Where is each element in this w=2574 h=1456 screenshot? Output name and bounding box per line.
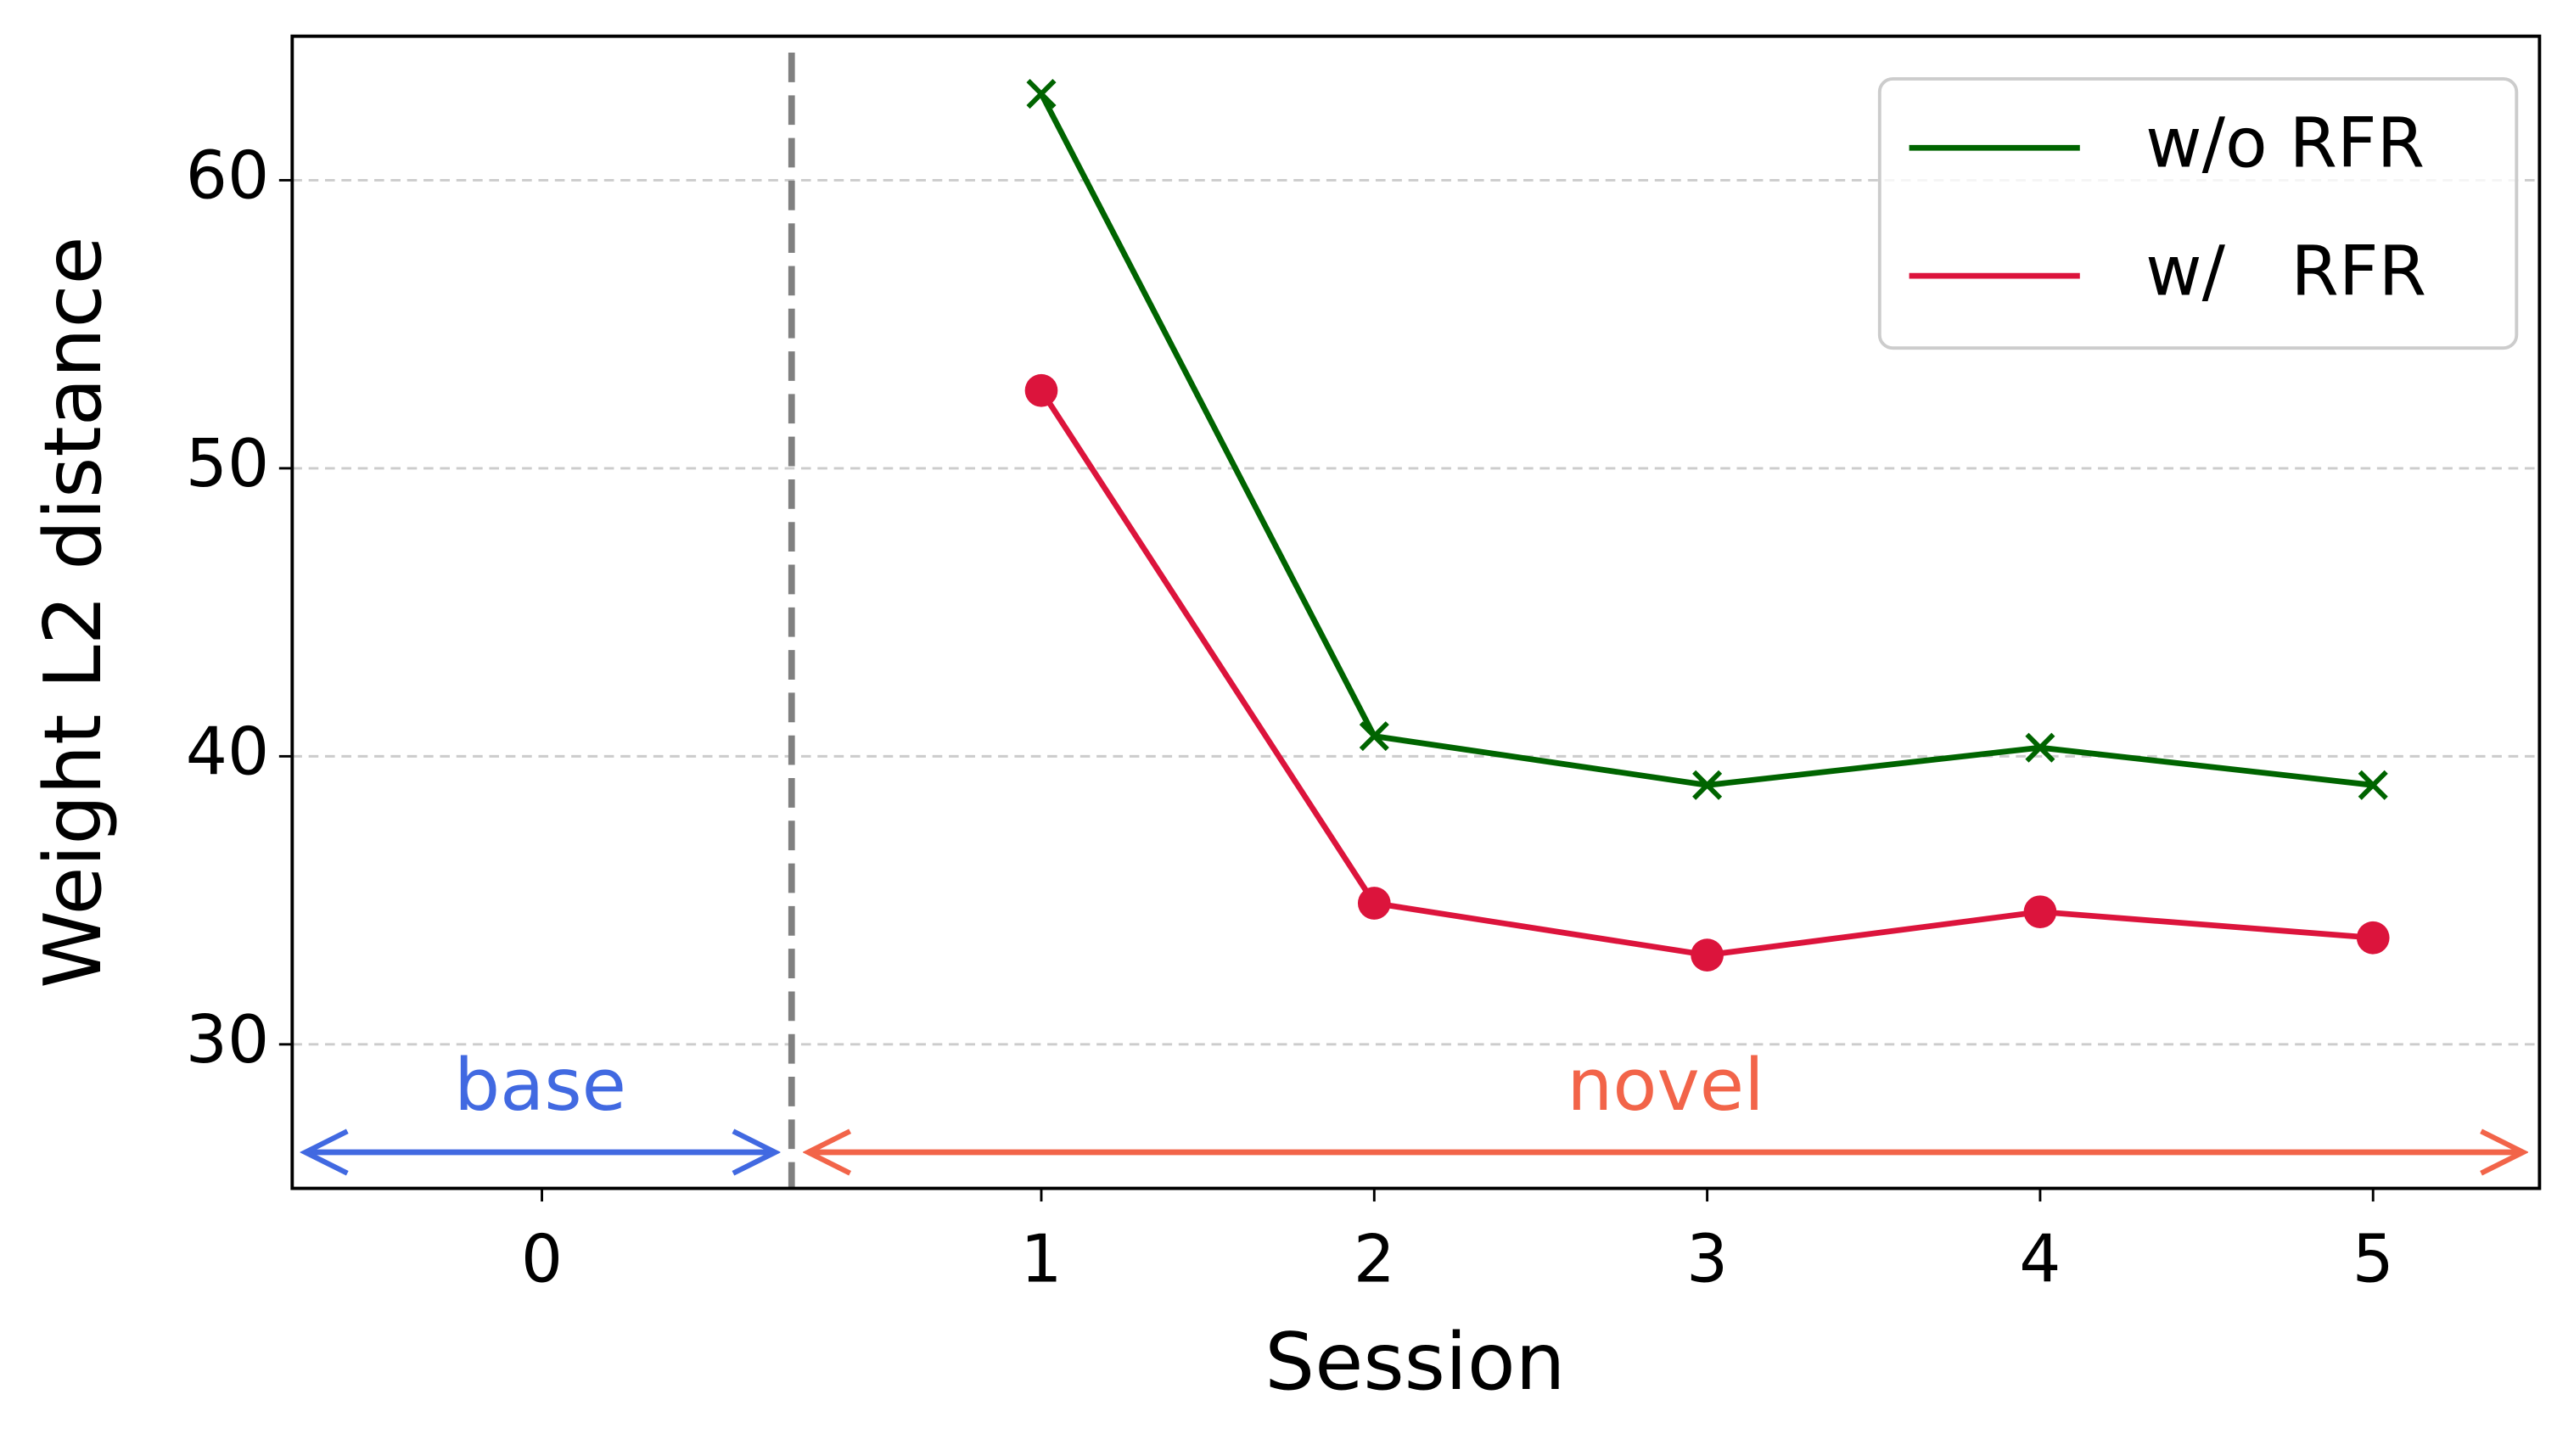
point [1691,938,1724,972]
point [1359,721,1389,752]
point [1357,887,1391,920]
y-tick-label: 50 [186,426,269,502]
y-tick-label: 30 [186,1002,269,1078]
x-tick-label: 1 [1020,1222,1062,1298]
x-tick-label: 5 [2352,1222,2394,1298]
point [2025,732,2055,763]
legend-label: w/o RFR [2145,104,2425,184]
x-tick-label: 2 [1354,1222,1395,1298]
annotation: base [454,1044,626,1128]
point [2356,921,2390,955]
point [2358,770,2388,800]
x-tick-label: 3 [1686,1222,1728,1298]
legend-label: w/ RFR [2145,232,2426,312]
x-axis-label: Session [1265,1316,1565,1408]
x-tick-label: 4 [2019,1222,2061,1298]
x-tick-label: 0 [521,1222,563,1298]
point [1692,770,1723,800]
plot-frame [290,34,2542,1190]
y-axis-label: Weight L2 distance [27,236,119,988]
point [1026,79,1057,109]
point [1024,373,1058,407]
point [2023,895,2057,929]
y-tick-label: 60 [186,137,269,214]
y-tick-label: 40 [186,714,269,790]
annotation: novel [1567,1044,1764,1128]
